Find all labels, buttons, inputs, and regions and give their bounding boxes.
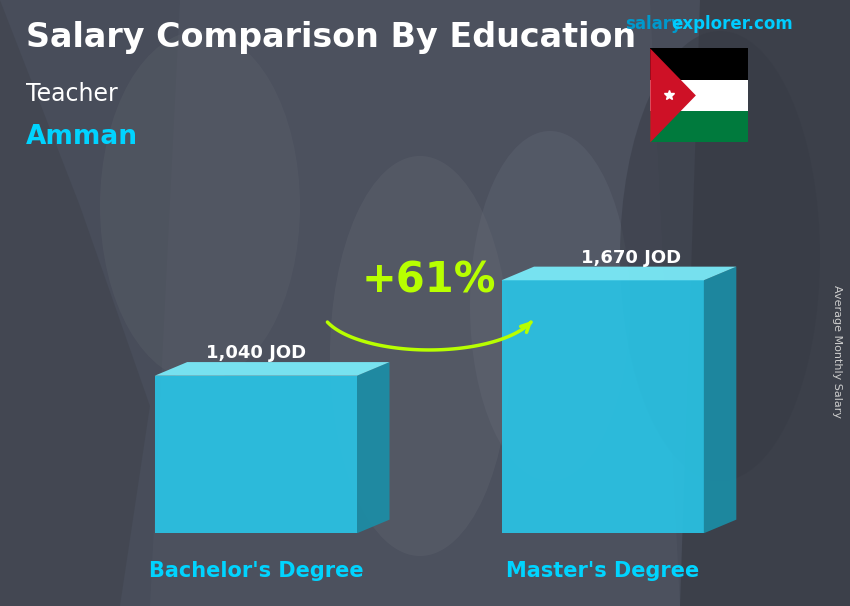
Ellipse shape xyxy=(330,156,510,556)
Text: +61%: +61% xyxy=(362,259,496,301)
Bar xyxy=(650,111,748,142)
Text: explorer.com: explorer.com xyxy=(672,15,793,33)
Text: Master's Degree: Master's Degree xyxy=(506,561,700,581)
Polygon shape xyxy=(150,0,680,606)
Text: Salary Comparison By Education: Salary Comparison By Education xyxy=(26,21,636,54)
Polygon shape xyxy=(704,267,736,533)
Polygon shape xyxy=(0,0,150,606)
Text: Teacher: Teacher xyxy=(26,82,117,106)
Ellipse shape xyxy=(100,31,300,381)
Polygon shape xyxy=(357,362,389,533)
Polygon shape xyxy=(155,362,389,376)
Polygon shape xyxy=(502,280,704,533)
Ellipse shape xyxy=(470,131,630,481)
Text: 1,670 JOD: 1,670 JOD xyxy=(581,248,682,267)
Polygon shape xyxy=(680,0,850,606)
Polygon shape xyxy=(650,48,696,142)
Text: Bachelor's Degree: Bachelor's Degree xyxy=(149,561,363,581)
Text: salary: salary xyxy=(625,15,682,33)
Bar xyxy=(650,48,748,80)
Text: Average Monthly Salary: Average Monthly Salary xyxy=(832,285,842,418)
Polygon shape xyxy=(155,376,357,533)
Polygon shape xyxy=(502,267,736,280)
Ellipse shape xyxy=(620,31,820,481)
Bar xyxy=(650,80,748,111)
Text: 1,040 JOD: 1,040 JOD xyxy=(206,344,306,362)
Text: Amman: Amman xyxy=(26,124,138,150)
